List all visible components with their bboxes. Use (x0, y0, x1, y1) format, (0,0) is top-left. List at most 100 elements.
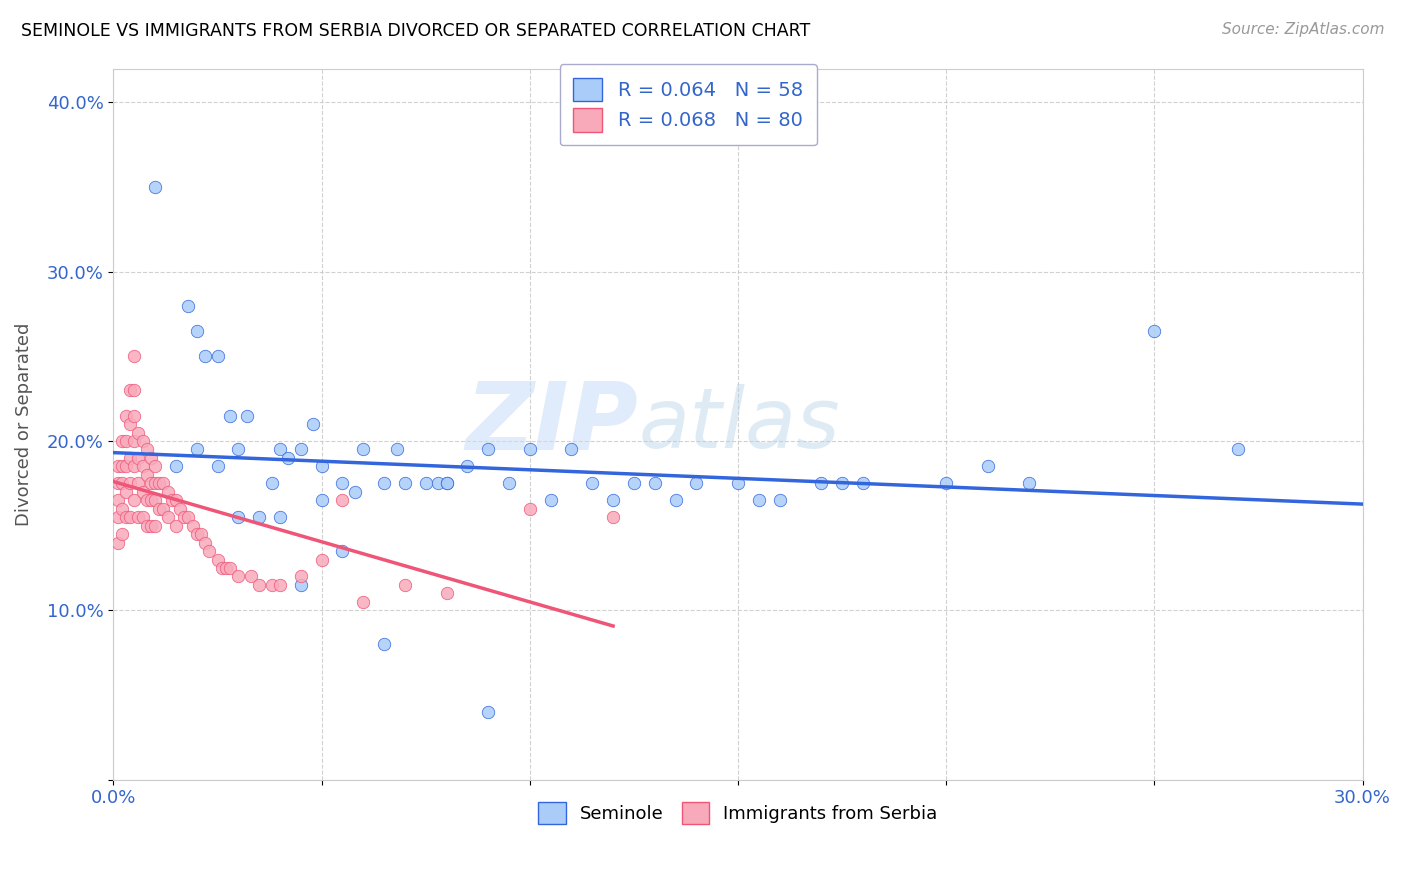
Point (332, 544, 354, 558)
Point (219, 409, 242, 423)
Point (139, 476, 162, 491)
Point (352, 595, 374, 609)
Point (148, 476, 170, 491)
Point (115, 484, 138, 499)
Point (186, 527, 208, 541)
Point (831, 476, 853, 491)
Point (165, 493, 187, 508)
Point (477, 705, 499, 719)
Point (115, 459, 138, 474)
Point (332, 493, 354, 508)
Point (394, 578, 416, 592)
Point (143, 518, 166, 533)
Point (519, 501, 541, 516)
Point (685, 476, 707, 491)
Point (135, 442, 157, 457)
Point (748, 493, 770, 508)
Point (135, 467, 157, 482)
Point (181, 518, 204, 533)
Point (235, 409, 257, 423)
Point (935, 476, 957, 491)
Point (190, 527, 212, 541)
Point (302, 417, 325, 431)
Point (139, 450, 162, 465)
Point (120, 476, 142, 491)
Point (135, 518, 157, 533)
Point (343, 484, 366, 499)
Point (135, 493, 157, 508)
Point (1018, 476, 1040, 491)
Point (143, 493, 166, 508)
Point (107, 535, 129, 549)
Point (228, 510, 250, 524)
Point (107, 493, 129, 508)
Point (602, 493, 624, 508)
Point (239, 569, 262, 583)
Point (124, 409, 146, 423)
Point (165, 518, 187, 533)
Point (852, 476, 875, 491)
Point (727, 476, 749, 491)
Point (228, 442, 250, 457)
Point (602, 510, 624, 524)
Point (115, 409, 138, 423)
Point (143, 476, 166, 491)
Point (131, 510, 153, 524)
Point (436, 476, 458, 491)
Point (260, 578, 283, 592)
Point (644, 476, 666, 491)
Point (540, 493, 562, 508)
Point (269, 510, 291, 524)
Point (139, 493, 162, 508)
Point (394, 476, 416, 491)
Point (115, 510, 138, 524)
Point (207, 552, 229, 566)
Point (111, 527, 134, 541)
Point (177, 510, 200, 524)
Point (156, 510, 179, 524)
Point (115, 434, 138, 448)
Point (311, 493, 333, 508)
Point (977, 459, 1000, 474)
Point (143, 459, 166, 474)
Point (152, 501, 174, 516)
Point (560, 442, 582, 457)
Point (152, 476, 174, 491)
Point (194, 349, 217, 363)
Point (111, 434, 134, 448)
Text: atlas: atlas (638, 384, 839, 465)
Point (623, 476, 645, 491)
Point (139, 518, 162, 533)
Point (127, 476, 149, 491)
Point (373, 476, 395, 491)
Point (120, 417, 142, 431)
Point (311, 459, 333, 474)
Point (519, 442, 541, 457)
Point (148, 501, 170, 516)
Point (127, 425, 149, 440)
Point (173, 510, 195, 524)
Point (120, 383, 142, 397)
Point (131, 434, 153, 448)
Point (219, 561, 242, 575)
Point (111, 476, 134, 491)
Point (247, 510, 270, 524)
Point (124, 434, 146, 448)
Point (169, 501, 191, 516)
Point (177, 299, 200, 313)
Text: Source: ZipAtlas.com: Source: ZipAtlas.com (1222, 22, 1385, 37)
Point (120, 450, 142, 465)
Point (186, 442, 208, 457)
Point (111, 501, 134, 516)
Point (664, 493, 686, 508)
Legend: Seminole, Immigrants from Serbia: Seminole, Immigrants from Serbia (527, 791, 949, 835)
Point (107, 510, 129, 524)
Point (107, 476, 129, 491)
Point (269, 578, 291, 592)
Point (247, 578, 270, 592)
Point (143, 180, 166, 194)
Point (581, 476, 603, 491)
Point (207, 349, 229, 363)
Point (352, 442, 374, 457)
Point (165, 459, 187, 474)
